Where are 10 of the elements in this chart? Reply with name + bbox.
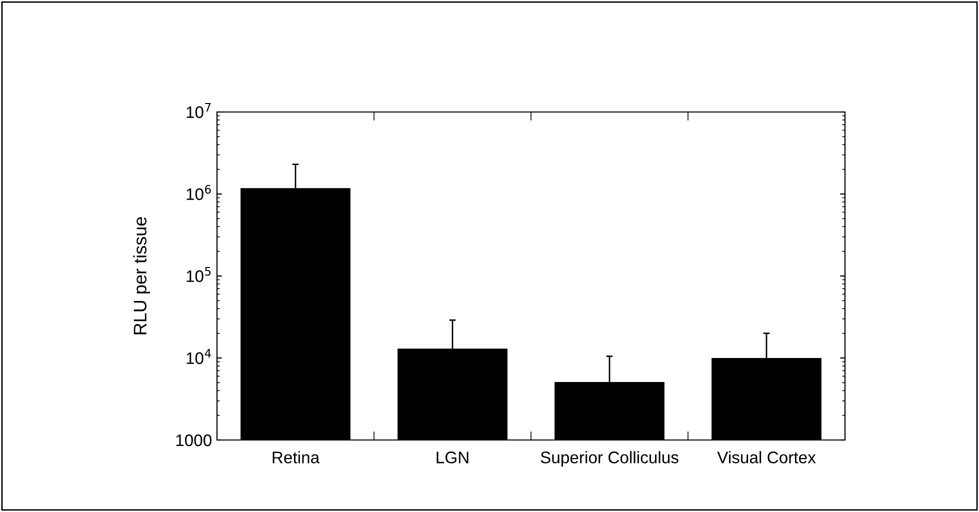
y-tick-label: 10$^{4}$	[186, 349, 211, 364]
y-tick-label: 10$^{5}$	[186, 267, 211, 282]
y-axis-title: RLU per tissue	[133, 217, 150, 334]
x-tick-label: LGN	[436, 452, 468, 464]
x-tick-label: Retina	[272, 451, 320, 464]
y-tick-label: 1000	[176, 434, 212, 446]
y-tick-label: 10$^{6}$	[186, 184, 211, 200]
x-tick-label: Visual Cortex	[717, 451, 816, 464]
y-tick-label: 10$^{7}$	[186, 103, 211, 118]
x-tick-label: Superior Colliculus	[540, 451, 678, 467]
